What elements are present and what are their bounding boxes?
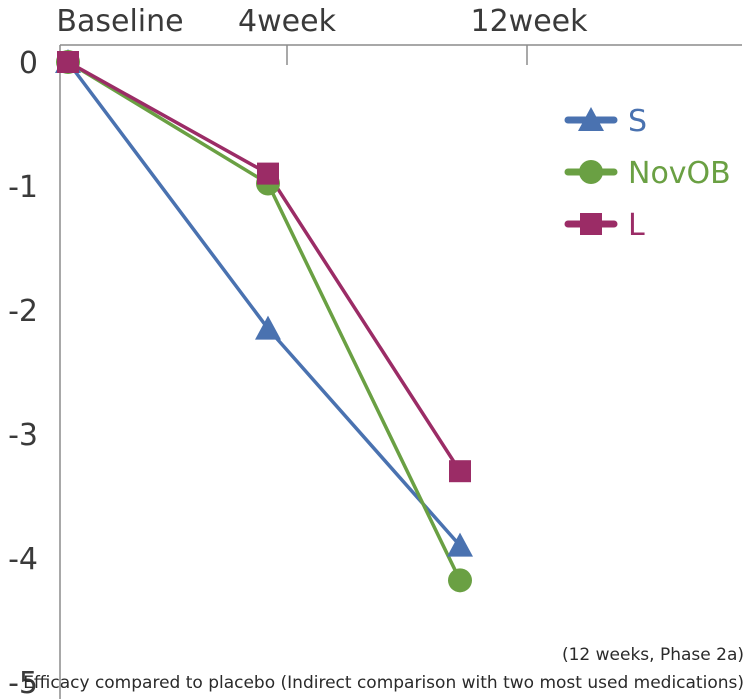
x-tick-label: Baseline bbox=[56, 4, 183, 39]
data-point-s bbox=[447, 532, 473, 557]
data-point-novob bbox=[448, 568, 472, 593]
data-point-l bbox=[449, 460, 471, 483]
chart-axes bbox=[59, 44, 742, 699]
legend-marker-novob bbox=[579, 160, 603, 184]
chart-ticks: Baseline 4week 12week 0 -1 -2 -3 -4 -5 bbox=[8, 4, 588, 699]
y-tick-label: -3 bbox=[8, 418, 38, 453]
data-point-s bbox=[255, 315, 281, 340]
y-tick-label: 0 bbox=[19, 46, 38, 81]
chart-footnote-efficacy: Efficacy compared to placebo (Indirect c… bbox=[23, 673, 744, 693]
x-tick-label: 4week bbox=[238, 4, 337, 39]
legend-label-l: L bbox=[628, 208, 645, 243]
chart-footnote-phase: (12 weeks, Phase 2a) bbox=[561, 645, 744, 665]
legend-marker-l bbox=[580, 213, 602, 235]
y-tick-label: -4 bbox=[8, 542, 38, 577]
x-tick-label: 12week bbox=[471, 4, 589, 39]
legend-marker-s bbox=[578, 107, 604, 132]
series-line-s bbox=[66, 60, 462, 547]
chart-legend: S NovOB L bbox=[564, 104, 731, 243]
legend-label-novob: NovOB bbox=[628, 156, 731, 191]
y-tick-label: -2 bbox=[8, 294, 38, 329]
chart-series bbox=[55, 49, 473, 593]
y-tick-label: -1 bbox=[8, 170, 38, 205]
y-tick-label: -5 bbox=[8, 666, 38, 699]
data-point-l bbox=[257, 162, 279, 185]
data-point-l bbox=[57, 51, 79, 73]
legend-label-s: S bbox=[628, 104, 647, 139]
series-line-l bbox=[67, 60, 462, 473]
